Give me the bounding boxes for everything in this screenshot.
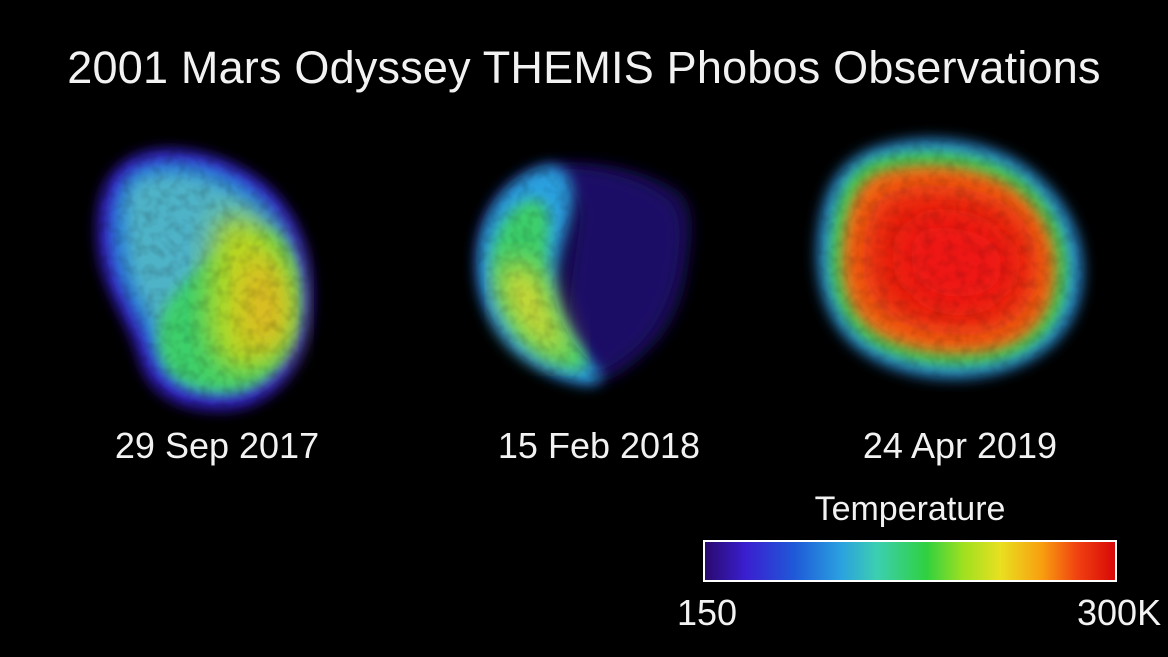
phobos-image-2018 [475,161,693,385]
observation-date-1: 29 Sep 2017 [114,425,320,466]
temperature-colorbar [703,540,1117,582]
observation-date-3: 24 Apr 2019 [862,425,1058,466]
colorbar-title: Temperature [814,490,1006,528]
phobos-image-2017 [97,149,312,410]
phobos-image-2019 [817,139,1083,379]
colorbar-min-label: 150 [677,592,738,633]
observation-date-2: 15 Feb 2018 [497,425,701,466]
colorbar-max-label: 300K [1077,592,1162,633]
page-title: 2001 Mars Odyssey THEMIS Phobos Observat… [67,42,1101,93]
